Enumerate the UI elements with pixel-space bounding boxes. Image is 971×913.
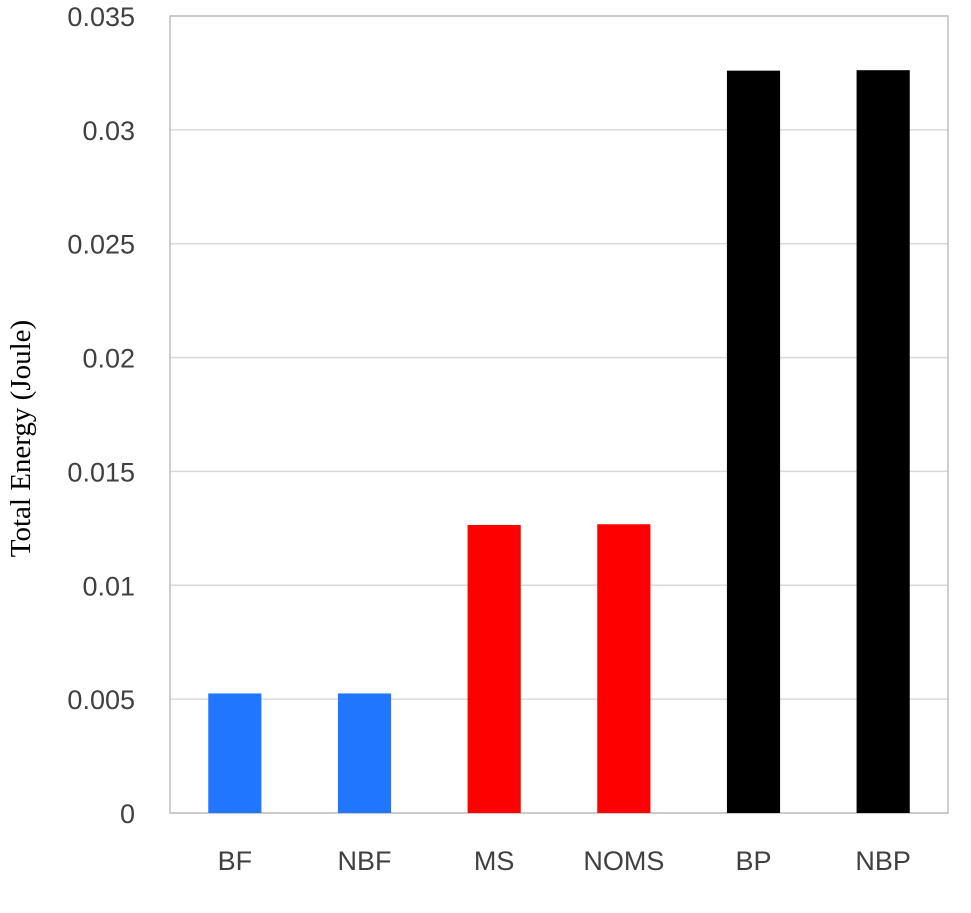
bar-bp	[726, 70, 781, 813]
x-category-label: BF	[218, 846, 253, 876]
y-tick-label: 0.03	[82, 116, 135, 146]
y-axis-title: Total Energy (Joule)	[5, 320, 37, 557]
bars	[208, 70, 910, 814]
bar-bf	[208, 693, 262, 813]
x-category-label: BP	[735, 846, 771, 876]
bar-ms	[467, 524, 521, 813]
gridlines	[170, 15, 948, 814]
y-tick-label: 0.015	[67, 457, 135, 487]
bar-nbf	[337, 693, 392, 813]
x-category-label: MS	[474, 846, 515, 876]
x-axis-category-labels: BF NBF MS NOMS BP NBP	[218, 846, 911, 876]
y-tick-label: 0.02	[82, 344, 135, 374]
y-tick-label: 0.025	[67, 230, 135, 260]
x-category-label: NBP	[855, 846, 911, 876]
x-category-label: NOMS	[583, 846, 664, 876]
y-tick-label: 0	[120, 799, 135, 829]
y-tick-label: 0.01	[82, 571, 135, 601]
bar-nbp	[856, 70, 910, 814]
y-tick-label: 0.035	[67, 2, 135, 32]
y-tick-label: 0.005	[67, 685, 135, 715]
y-axis-tick-labels: 0 0.005 0.01 0.015 0.02 0.025 0.03 0.035	[67, 2, 135, 829]
plot-area-frame	[169, 15, 949, 814]
x-category-label: NBF	[338, 846, 392, 876]
bar-noms	[597, 524, 651, 813]
